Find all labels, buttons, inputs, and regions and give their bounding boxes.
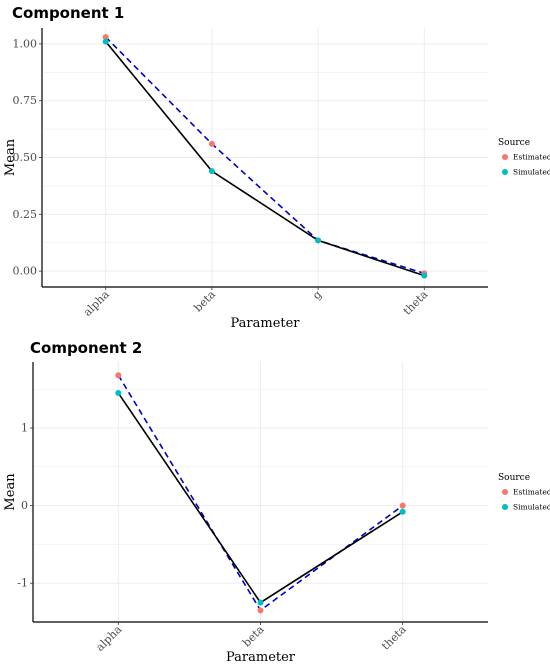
- data-point-simulated: [315, 237, 322, 244]
- legend-swatch: [502, 154, 508, 160]
- chart-component-1: Component 1 0.00 0.25 0.50 0.75 1.00 alpha bet…: [3, 4, 550, 331]
- y-tick-label: 0.50: [13, 151, 38, 164]
- data-point-estimated: [102, 34, 109, 41]
- legend-label: Estimated: [513, 153, 550, 162]
- data-point-simulated: [115, 390, 122, 397]
- gridlines: [33, 362, 488, 623]
- legend-title: Source: [498, 473, 530, 483]
- data-point-simulated: [257, 599, 264, 606]
- x-tick-label: beta: [191, 288, 218, 315]
- x-tick-label: theta: [401, 288, 431, 318]
- legend-swatch: [502, 504, 508, 510]
- series-line-simulated: [105, 41, 425, 277]
- data-point-simulated: [208, 168, 215, 175]
- legend-swatch: [502, 489, 508, 495]
- y-tick-label: 0.00: [13, 265, 38, 278]
- series-line-estimated: [105, 36, 425, 275]
- chart-component-2: Component 2 -1 0 1 alpha beta theta Parameter M…: [3, 339, 550, 665]
- x-tick-label: theta: [379, 623, 409, 653]
- data-point-estimated: [208, 140, 215, 147]
- legend-label: Simulated: [513, 503, 550, 512]
- y-tick-label: -1: [17, 577, 28, 590]
- gridlines: [42, 28, 488, 287]
- y-tick-label: 0.25: [13, 208, 38, 221]
- y-axis-title: Mean: [3, 138, 18, 176]
- legend-title: Source: [498, 138, 530, 148]
- x-tick-label: g: [310, 288, 324, 302]
- y-tick-label: 0: [21, 499, 28, 512]
- x-axis-title: Parameter: [230, 316, 300, 331]
- legend: Source Estimated Simulated: [498, 138, 550, 177]
- data-point-simulated: [399, 508, 406, 515]
- legend-swatch: [502, 169, 508, 175]
- legend-label: Simulated: [513, 168, 550, 177]
- chart-title: Component 2: [30, 339, 142, 357]
- data-point-simulated: [102, 38, 109, 45]
- x-axis-title: Parameter: [226, 650, 296, 665]
- legend-label: Estimated: [513, 488, 550, 497]
- data-point-simulated: [421, 272, 428, 279]
- y-tick-label: 1.00: [13, 37, 38, 50]
- data-point-estimated: [115, 372, 122, 379]
- y-tick-label: 1: [21, 421, 28, 434]
- data-point-estimated: [257, 607, 264, 614]
- y-axis-title: Mean: [3, 473, 18, 511]
- x-tick-label: alpha: [93, 623, 124, 654]
- data-point-estimated: [399, 502, 406, 509]
- x-tick-label: beta: [240, 623, 267, 650]
- legend: Source Estimated Simulated: [498, 473, 550, 512]
- x-tick-label: alpha: [81, 288, 112, 319]
- chart-title: Component 1: [12, 4, 124, 22]
- y-tick-label: 0.75: [13, 94, 38, 107]
